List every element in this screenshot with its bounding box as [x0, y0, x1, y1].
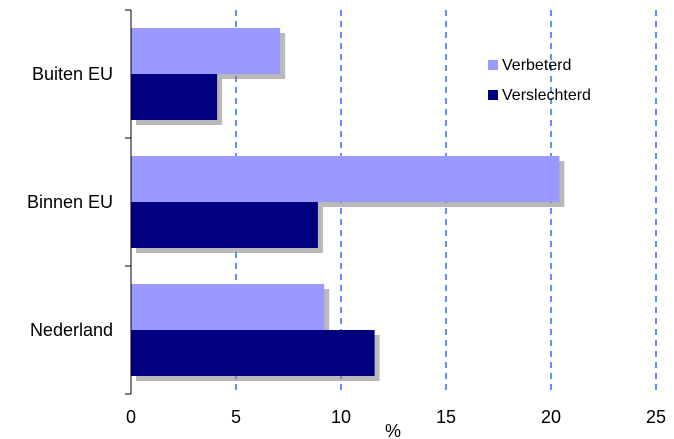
x-tick-label: 20 [541, 407, 561, 427]
bar-verslechterd-buiten-eu [131, 74, 218, 120]
legend-label: Verbeterd [502, 57, 571, 74]
legend-swatch [488, 60, 498, 70]
legend: Verbeterd Verslechterd [488, 57, 591, 104]
legend-swatch [488, 90, 498, 100]
x-tick-label: 5 [231, 407, 241, 427]
x-tick-label: 25 [646, 407, 666, 427]
x-axis-title: % [385, 421, 401, 439]
bar-verslechterd-nederland [131, 330, 375, 376]
bars [131, 28, 565, 381]
category-labels: Buiten EU Binnen EU Nederland [27, 64, 113, 340]
x-tick-label: 15 [436, 407, 456, 427]
legend-label: Verslechterd [502, 87, 591, 104]
category-label: Nederland [30, 320, 113, 340]
category-label: Buiten EU [32, 64, 113, 84]
axes [125, 9, 132, 395]
bar-verbeterd-nederland [131, 284, 325, 330]
x-tick-labels: 0 5 10 15 20 25 [126, 407, 666, 427]
bar-verslechterd-binnen-eu [131, 202, 318, 248]
bar-verbeterd-buiten-eu [131, 28, 281, 74]
x-tick-label: 10 [331, 407, 351, 427]
bar-verbeterd-binnen-eu [131, 156, 560, 202]
x-tick-label: 0 [126, 407, 136, 427]
category-label: Binnen EU [27, 192, 113, 212]
